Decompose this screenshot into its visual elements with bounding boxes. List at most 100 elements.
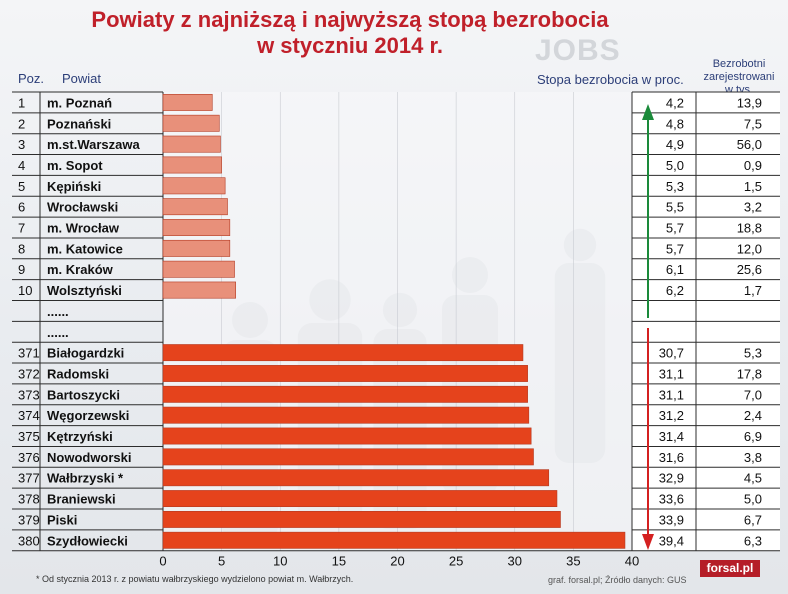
footnote: * Od stycznia 2013 r. z powiatu wałbrzys… <box>36 574 354 584</box>
value-label: 6,2 <box>666 283 684 298</box>
registered-label: 56,0 <box>737 137 762 152</box>
row-district-name: Wałbrzyski * <box>47 471 124 486</box>
row-position: 373 <box>18 387 40 402</box>
registered-label: 2,4 <box>744 408 762 423</box>
registered-label: 6,9 <box>744 429 762 444</box>
row-district-name: ...... <box>47 304 69 319</box>
registered-label: 0,9 <box>744 158 762 173</box>
value-label: 5,7 <box>666 241 684 256</box>
registered-label: 3,2 <box>744 200 762 215</box>
x-tick-label: 20 <box>390 554 404 569</box>
row-district-name: m. Poznań <box>47 95 112 110</box>
registered-label: 5,3 <box>744 346 762 361</box>
value-label: 4,9 <box>666 137 684 152</box>
bar-373 <box>162 385 528 403</box>
registered-label: 18,8 <box>737 221 762 236</box>
x-tick-label: 15 <box>332 554 346 569</box>
x-tick-label: 10 <box>273 554 287 569</box>
row-position: 4 <box>18 158 25 173</box>
value-label: 5,3 <box>666 179 684 194</box>
value-label: 33,9 <box>659 512 684 527</box>
registered-label: 5,0 <box>744 492 762 507</box>
value-label: 31,1 <box>659 366 684 381</box>
x-tick-label: 40 <box>625 554 639 569</box>
bar-374 <box>162 406 530 424</box>
row-district-name: ...... <box>47 325 69 340</box>
row-position: 1 <box>18 95 25 110</box>
value-label: 4,8 <box>666 116 684 131</box>
row-district-name: Wolsztyński <box>47 283 122 298</box>
row-position: 374 <box>18 408 40 423</box>
bar-379 <box>162 510 561 528</box>
brand-logo: forsal.pl <box>700 560 760 577</box>
registered-label: 3,8 <box>744 450 762 465</box>
row-position: 371 <box>18 346 40 361</box>
source-note: graf. forsal.pl; Źródło danych: GUS <box>548 575 687 585</box>
chart-title-line-2: w styczniu 2014 r. <box>257 33 443 58</box>
row-district-name: Kętrzyński <box>47 429 113 444</box>
value-label: 5,5 <box>666 200 684 215</box>
row-district-name: m. Wrocław <box>47 221 120 236</box>
row-position: 7 <box>18 221 25 236</box>
row-district-name: m.st.Warszawa <box>47 137 140 152</box>
bar-2 <box>162 114 220 132</box>
value-label: 39,4 <box>659 533 684 548</box>
registered-label: 25,6 <box>737 262 762 277</box>
row-position: 8 <box>18 241 25 256</box>
registered-label: 4,5 <box>744 471 762 486</box>
value-label: 5,7 <box>666 221 684 236</box>
registered-label: 1,5 <box>744 179 762 194</box>
x-tick-label: 25 <box>449 554 463 569</box>
row-position: 6 <box>18 200 25 215</box>
bar-380 <box>162 531 626 549</box>
value-label: 31,2 <box>659 408 684 423</box>
row-position: 372 <box>18 366 40 381</box>
registered-label: 12,0 <box>737 241 762 256</box>
bar-9 <box>162 260 235 278</box>
row-district-name: Białogardzki <box>47 346 124 361</box>
registered-label: 6,7 <box>744 512 762 527</box>
row-district-name: Węgorzewski <box>47 408 129 423</box>
x-tick-label: 30 <box>508 554 522 569</box>
row-district-name: Bartoszycki <box>47 387 120 402</box>
row-position: 378 <box>18 492 40 507</box>
bar-8 <box>162 239 231 257</box>
row-district-name: Piski <box>47 512 77 527</box>
row-district-name: Radomski <box>47 366 109 381</box>
row-district-name: Poznański <box>47 116 111 131</box>
value-label: 6,1 <box>666 262 684 277</box>
row-district-name: Szydłowiecki <box>47 533 128 548</box>
row-district-name: Nowodworski <box>47 450 132 465</box>
row-position: 3 <box>18 137 25 152</box>
bar-6 <box>162 198 228 216</box>
bar-7 <box>162 219 231 236</box>
bar-377 <box>162 469 550 487</box>
bar-376 <box>162 448 534 466</box>
value-label: 30,7 <box>659 346 684 361</box>
bar-378 <box>162 490 558 508</box>
header-registered-line-1: Bezrobotni <box>712 58 766 70</box>
x-tick-label: 35 <box>566 554 580 569</box>
bar-4 <box>162 156 222 174</box>
bar-3 <box>162 135 221 153</box>
value-label: 33,6 <box>659 492 684 507</box>
value-label: 32,9 <box>659 471 684 486</box>
value-label: 4,2 <box>666 95 684 110</box>
registered-label: 13,9 <box>737 95 762 110</box>
value-label: 31,6 <box>659 450 684 465</box>
header-registered-line-2: zarejestrowani <box>703 71 775 83</box>
registered-label: 6,3 <box>744 533 762 548</box>
bar-10 <box>162 281 236 299</box>
row-district-name: Kępiński <box>47 179 101 194</box>
value-label: 31,4 <box>659 429 684 444</box>
row-district-name: m. Sopot <box>47 158 103 173</box>
chart-title-line-1: Powiaty z najniższą i najwyższą stopą be… <box>91 7 609 32</box>
row-position: 377 <box>18 471 40 486</box>
row-position: 380 <box>18 533 40 548</box>
row-district-name: m. Katowice <box>47 241 123 256</box>
arrow-down-head <box>642 534 654 550</box>
row-position: 375 <box>18 429 40 444</box>
arrow-up-head <box>642 104 654 120</box>
